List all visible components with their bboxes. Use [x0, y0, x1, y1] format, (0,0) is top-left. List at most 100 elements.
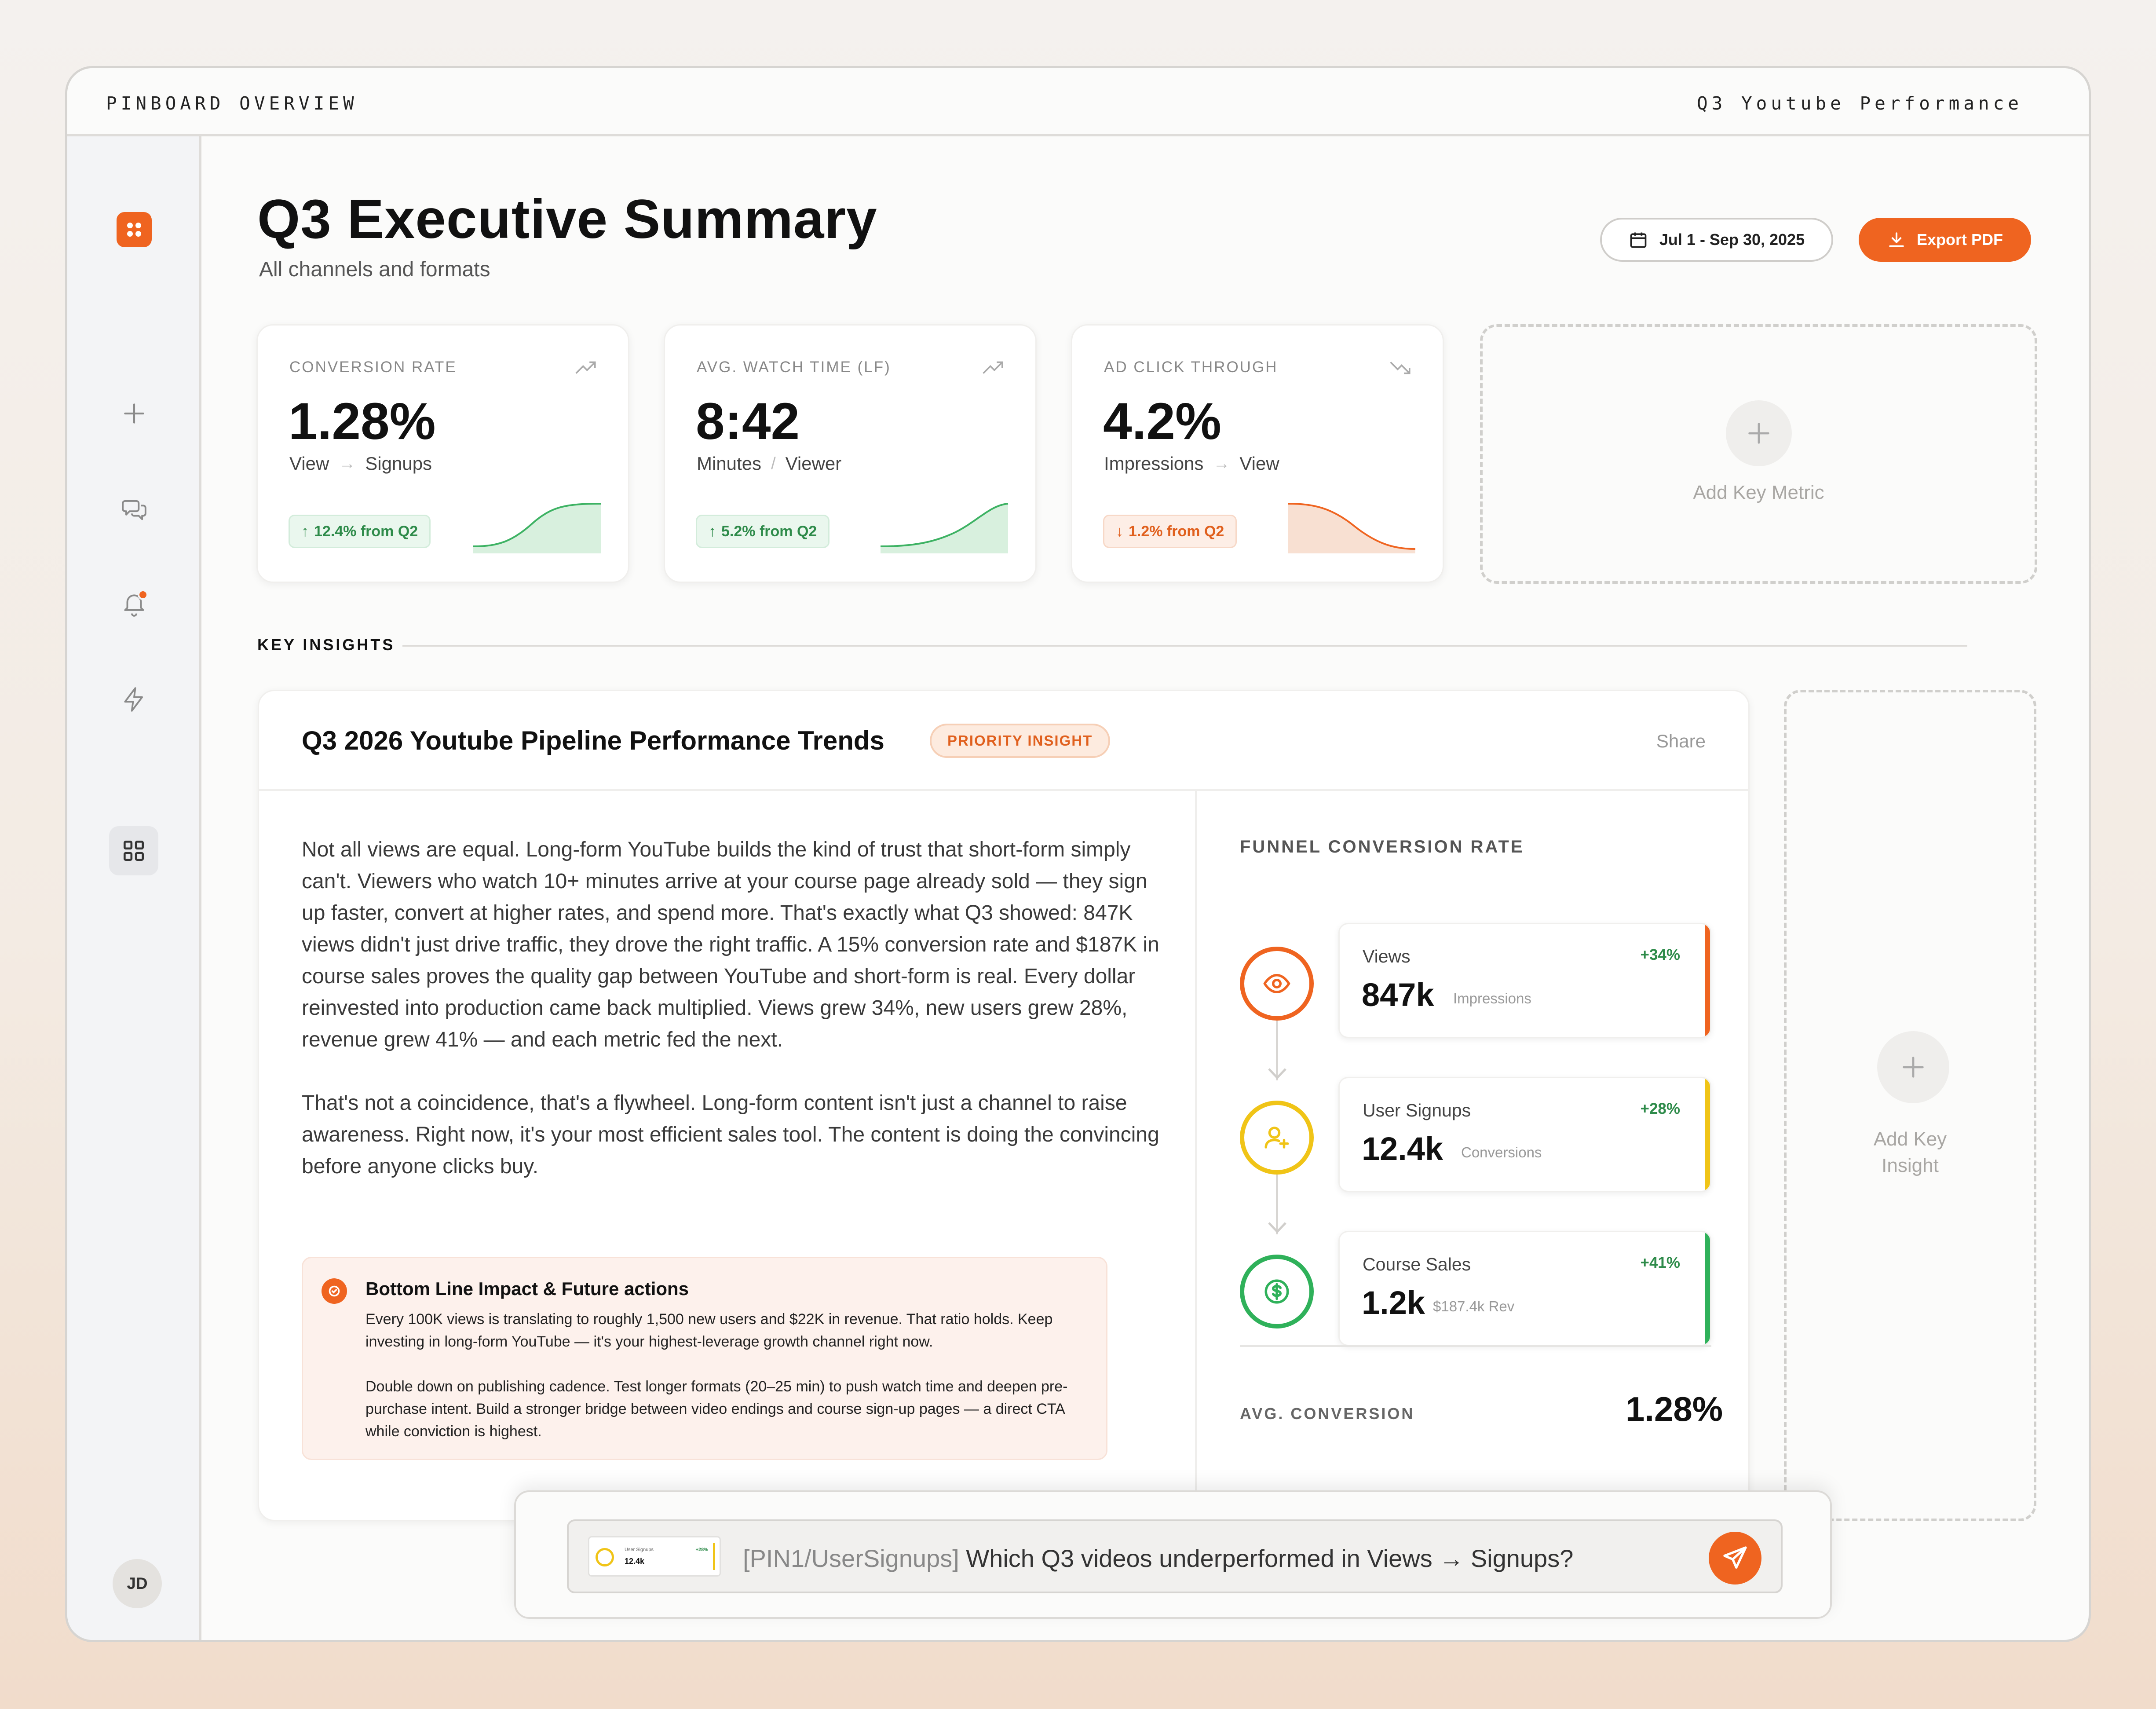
board-name: Q3 Youtube Performance [1696, 93, 2023, 114]
plus-icon[interactable] [117, 396, 152, 431]
funnel-title: FUNNEL CONVERSION RATE [1240, 837, 1524, 856]
sidebar: JD [67, 136, 201, 1640]
stage-accent-bar [1705, 1078, 1710, 1191]
stage-unit: Impressions [1453, 990, 1531, 1006]
send-icon [1723, 1546, 1747, 1569]
chat-icon[interactable] [117, 491, 152, 527]
stage-accent-bar [1705, 1232, 1710, 1345]
trending-down-icon [1390, 362, 1411, 374]
stage-change: +41% [1640, 1254, 1681, 1271]
export-pdf-button[interactable]: Export PDF [1859, 218, 2031, 262]
stage-change: +28% [1640, 1100, 1681, 1117]
add-icon [1877, 1031, 1949, 1103]
arrow-up-icon: ↑ [301, 523, 309, 540]
metric-card-ad-click-through[interactable]: AD CLICK THROUGH 4.2% Impressions → View… [1071, 324, 1444, 583]
metric-sub-sep: → [1213, 454, 1230, 473]
bolt-icon[interactable] [117, 682, 152, 717]
metric-change-badge: ↑ 12.4% from Q2 [289, 515, 431, 548]
page-subtitle: All channels and formats [259, 258, 490, 281]
insight-body: Not all views are equal. Long-form YouTu… [302, 834, 1159, 1182]
metric-card-conversion-rate[interactable]: CONVERSION RATE 1.28% View → Signups ↑ 1… [256, 324, 629, 583]
stage-name: Views [1363, 946, 1411, 966]
chevron-down-icon [1268, 1068, 1286, 1080]
thumb-value: 12.4k [625, 1557, 645, 1566]
add-key-insight-label: Add Key Insight [1787, 1126, 2034, 1179]
insight-paragraph: That's not a coincidence, that's a flywh… [302, 1091, 1159, 1178]
thumb-change: +28% [695, 1547, 708, 1552]
bottom-line-text: Every 100K views is translating to rough… [365, 1308, 1078, 1443]
metric-sub-to: Signups [365, 453, 432, 474]
funnel-panel: FUNNEL CONVERSION RATE Views +34% 847k I… [1195, 791, 1748, 1520]
funnel-connector [1276, 1014, 1278, 1080]
metric-card-watch-time[interactable]: AVG. WATCH TIME (LF) 8:42 Minutes / View… [664, 324, 1037, 583]
thumb-accent-bar [713, 1543, 715, 1570]
metric-change-badge: ↓ 1.2% from Q2 [1103, 515, 1237, 548]
date-range-button[interactable]: Jul 1 - Sep 30, 2025 [1600, 218, 1833, 262]
chat-message: [PIN1/UserSignups] Which Q3 videos under… [743, 1544, 1573, 1573]
metric-subtitle: Impressions → View [1104, 453, 1279, 474]
breadcrumb: PINBOARD OVERVIEW [106, 93, 358, 114]
sparkline-chart [1288, 503, 1416, 553]
metric-value: 1.28% [289, 392, 436, 450]
app-logo[interactable] [117, 212, 152, 247]
stage-value: 847k [1362, 977, 1434, 1013]
arrow-up-icon: ↑ [709, 523, 716, 540]
metric-value: 4.2% [1103, 392, 1221, 450]
download-icon [1889, 232, 1904, 247]
metric-label: AVG. WATCH TIME (LF) [697, 359, 891, 376]
funnel-stage-course-sales[interactable]: Course Sales +41% 1.2k $187.4k Rev [1338, 1231, 1711, 1346]
add-key-metric-card[interactable]: Add Key Metric [1480, 324, 2037, 584]
add-icon [1726, 400, 1792, 466]
funnel-stage-user-signups[interactable]: User Signups +28% 12.4k Conversions [1338, 1077, 1711, 1192]
insight-paragraph: Not all views are equal. Long-form YouTu… [302, 838, 1159, 1051]
bottom-line-paragraph: Every 100K views is translating to rough… [365, 1311, 1053, 1350]
chat-input[interactable]: User Signups 12.4k +28% [PIN1/UserSignup… [567, 1519, 1783, 1593]
insight-header: Q3 2026 Youtube Pipeline Performance Tre… [259, 691, 1748, 791]
top-bar: PINBOARD OVERVIEW Q3 Youtube Performance [67, 68, 2089, 136]
export-label: Export PDF [1916, 231, 2003, 249]
metric-sub-to: Viewer [785, 453, 842, 474]
metric-change: 12.4% from Q2 [314, 523, 418, 540]
add-key-insight-label-line: Add Key [1873, 1128, 1947, 1150]
avg-conversion-label: AVG. CONVERSION [1240, 1405, 1415, 1423]
send-button[interactable] [1709, 1532, 1761, 1585]
grid-icon[interactable] [109, 826, 158, 875]
metric-subtitle: Minutes / Viewer [697, 453, 841, 474]
stage-name: Course Sales [1363, 1254, 1471, 1274]
stage-unit: $187.4k Rev [1433, 1298, 1515, 1314]
avatar[interactable]: JD [113, 1559, 162, 1608]
chevron-down-icon [1268, 1222, 1286, 1233]
metric-sub-from: View [289, 453, 329, 474]
bottom-line-title: Bottom Line Impact & Future actions [365, 1278, 689, 1299]
insight-title: Q3 2026 Youtube Pipeline Performance Tre… [302, 726, 884, 755]
section-title: KEY INSIGHTS [257, 636, 395, 654]
insight-card: Q3 2026 Youtube Pipeline Performance Tre… [258, 690, 1750, 1521]
section-divider [402, 645, 1967, 647]
stage-change: +34% [1640, 946, 1681, 963]
app-window: PINBOARD OVERVIEW Q3 Youtube Performance… [65, 66, 2091, 1642]
stage-value: 12.4k [1362, 1131, 1443, 1167]
metric-label: AD CLICK THROUGH [1104, 359, 1278, 376]
bottom-line-callout: Bottom Line Impact & Future actions Ever… [302, 1257, 1107, 1460]
add-key-insight-label-line: Insight [1882, 1155, 1939, 1176]
notification-dot [138, 589, 148, 600]
page-title: Q3 Executive Summary [257, 189, 877, 250]
stage-unit: Conversions [1461, 1144, 1542, 1160]
thumb-title: User Signups [625, 1547, 654, 1552]
stage-accent-bar [1705, 924, 1710, 1037]
priority-badge: PRIORITY INSIGHT [930, 724, 1111, 758]
share-button[interactable]: Share [1656, 731, 1706, 751]
sparkline-chart [881, 503, 1009, 553]
trending-up-icon [575, 361, 596, 374]
metric-change: 1.2% from Q2 [1129, 523, 1224, 540]
arrow-down-icon: ↓ [1116, 523, 1123, 540]
target-icon [322, 1278, 347, 1304]
metric-sub-from: Impressions [1104, 453, 1204, 474]
funnel-connector [1276, 1168, 1278, 1234]
add-key-insight-card[interactable]: Add Key Insight [1784, 690, 2036, 1521]
stage-name: User Signups [1363, 1100, 1471, 1120]
pinned-attachment-thumbnail[interactable]: User Signups 12.4k +28% [588, 1536, 721, 1577]
avg-conversion-value: 1.28% [1626, 1390, 1723, 1428]
funnel-stage-views[interactable]: Views +34% 847k Impressions [1338, 923, 1711, 1038]
bell-icon[interactable] [117, 587, 152, 622]
